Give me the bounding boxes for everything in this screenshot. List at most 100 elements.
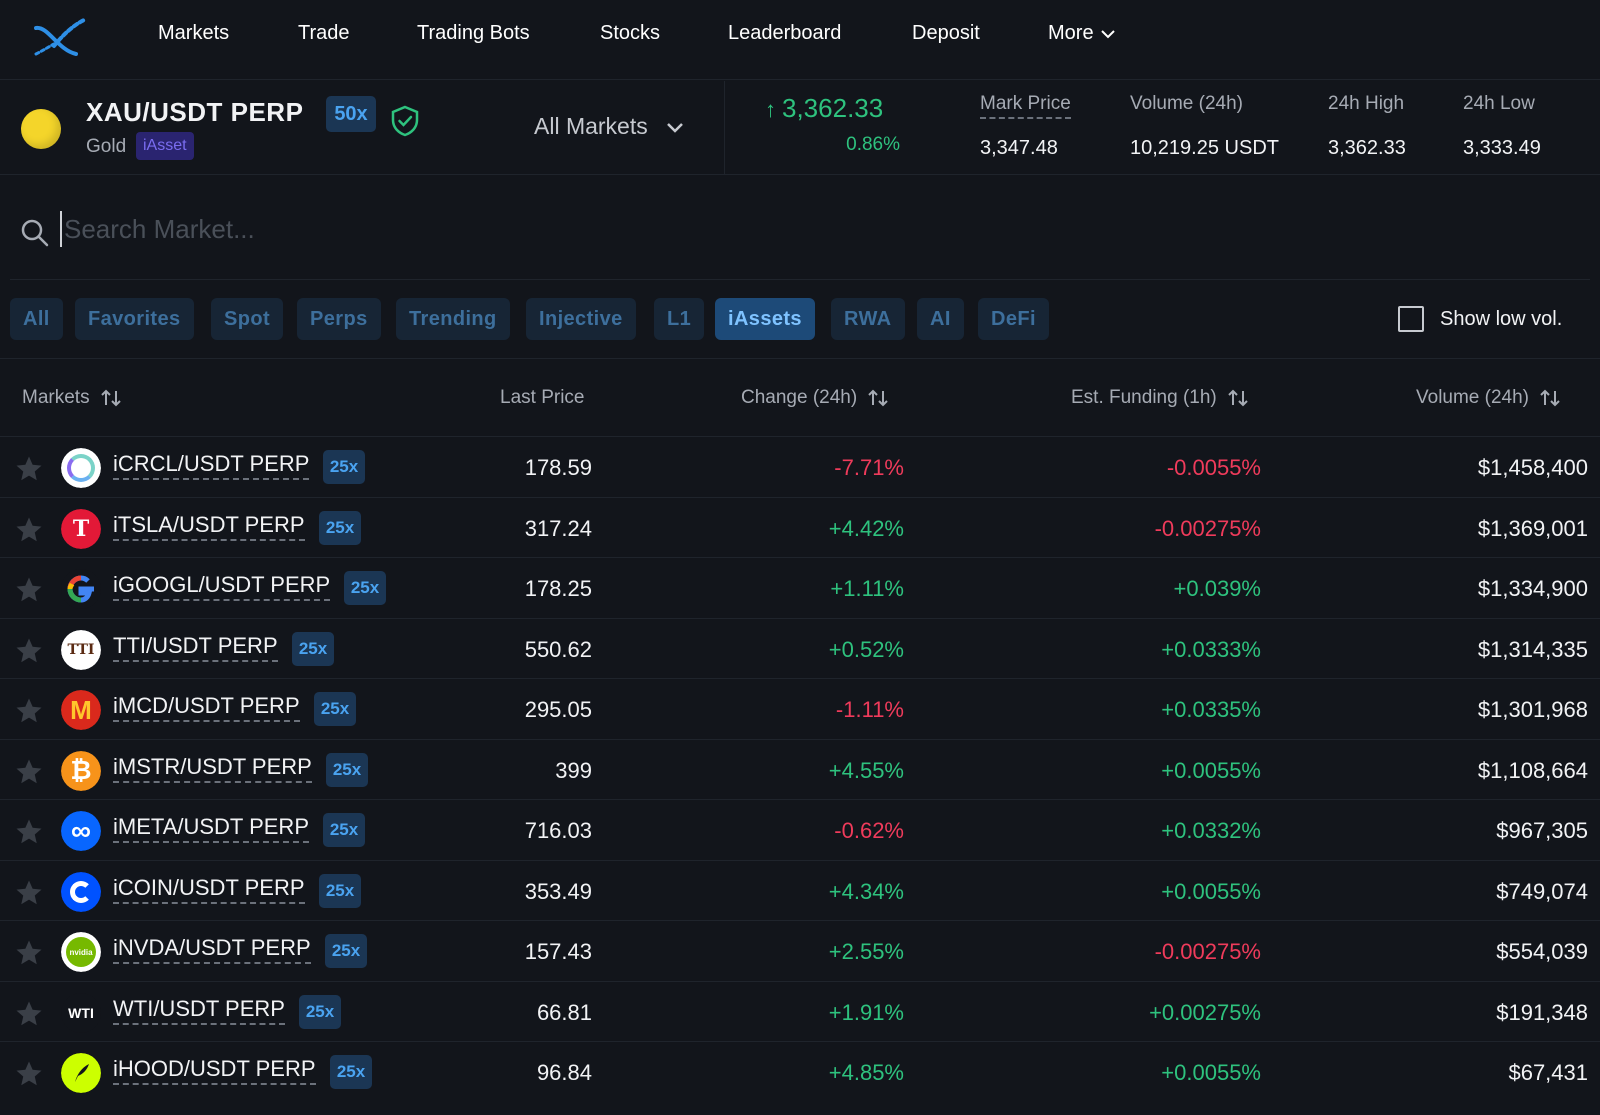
funding-cell: +0.0055% bbox=[1161, 757, 1261, 783]
col-volume[interactable]: Volume (24h) bbox=[1416, 387, 1561, 409]
divider bbox=[0, 358, 1600, 359]
funding-cell: +0.0055% bbox=[1161, 878, 1261, 904]
chevron-down-icon bbox=[666, 123, 683, 133]
sort-icon bbox=[868, 389, 888, 407]
divider bbox=[10, 279, 1590, 280]
sort-icon bbox=[100, 389, 121, 407]
market-name[interactable]: TTI/USDT PERP bbox=[113, 633, 278, 662]
volume-cell: $1,369,001 bbox=[1477, 515, 1588, 541]
filter-defi[interactable]: DeFi bbox=[978, 298, 1049, 340]
table-row[interactable]: nvidia iNVDA/USDT PERP 25x 157.43 +2.55%… bbox=[0, 920, 1600, 982]
market-name[interactable]: iMCD/USDT PERP bbox=[113, 693, 300, 722]
last-price-cell: 157.43 bbox=[524, 939, 592, 964]
col-markets[interactable]: Markets bbox=[22, 387, 122, 409]
show-low-vol-checkbox[interactable] bbox=[1398, 306, 1424, 332]
star-icon[interactable] bbox=[14, 817, 44, 847]
col-funding[interactable]: Est. Funding (1h) bbox=[1071, 387, 1249, 409]
market-asset-name: Gold bbox=[86, 136, 127, 157]
market-name[interactable]: iMETA/USDT PERP bbox=[113, 814, 309, 843]
all-markets-dropdown[interactable]: All Markets bbox=[534, 113, 684, 140]
star-icon[interactable] bbox=[14, 878, 44, 908]
tti-icon: TTI bbox=[61, 629, 101, 670]
filter-trending[interactable]: Trending bbox=[396, 298, 510, 340]
market-name[interactable]: iHOOD/USDT PERP bbox=[113, 1056, 316, 1085]
market-name[interactable]: WTI/USDT PERP bbox=[113, 996, 285, 1025]
table-row[interactable]: iGOOGL/USDT PERP 25x 178.25 +1.11% +0.03… bbox=[0, 557, 1600, 619]
table-row[interactable]: iCOIN/USDT PERP 25x 353.49 +4.34% +0.005… bbox=[0, 859, 1600, 922]
last-price-cell: 66.81 bbox=[536, 999, 592, 1025]
mcdonalds-icon: M bbox=[61, 690, 101, 730]
filter-spot[interactable]: Spot bbox=[211, 298, 284, 340]
high-value: 3,362.33 bbox=[1328, 137, 1406, 159]
header-divider bbox=[724, 81, 725, 175]
filter-l1[interactable]: L1 bbox=[654, 298, 705, 340]
nav-deposit[interactable]: Deposit bbox=[912, 22, 980, 44]
leverage-badge: 25x bbox=[326, 752, 368, 787]
star-icon[interactable] bbox=[14, 1059, 44, 1089]
nav-more[interactable]: More bbox=[1048, 22, 1116, 45]
meta-icon: ∞ bbox=[61, 811, 101, 851]
table-row[interactable]: ∞ iMETA/USDT PERP 25x 716.03 -0.62% +0.0… bbox=[0, 799, 1600, 861]
nav-more-label: More bbox=[1048, 22, 1094, 44]
all-markets-label: All Markets bbox=[534, 113, 648, 139]
change-cell: +0.52% bbox=[828, 636, 904, 662]
table-row[interactable]: T iTSLA/USDT PERP 25x 317.24 +4.42% -0.0… bbox=[0, 496, 1600, 559]
market-name[interactable]: iGOOGL/USDT PERP bbox=[113, 572, 331, 601]
nav-trading-bots[interactable]: Trading Bots bbox=[417, 22, 530, 44]
market-name[interactable]: iTSLA/USDT PERP bbox=[113, 512, 305, 541]
leverage-badge: 25x bbox=[325, 934, 367, 968]
star-icon[interactable] bbox=[14, 575, 44, 605]
bitcoin-icon: ₿ bbox=[61, 750, 101, 791]
market-name[interactable]: iCRCL/USDT PERP bbox=[113, 451, 310, 480]
last-price-cell: 399 bbox=[555, 757, 592, 783]
logo-icon[interactable] bbox=[34, 16, 88, 58]
filter-iassets[interactable]: iAssets bbox=[715, 298, 815, 340]
table-row[interactable]: ₿ iMSTR/USDT PERP 25x 399 +4.55% +0.0055… bbox=[0, 738, 1600, 801]
sort-icon bbox=[1540, 389, 1560, 407]
nav-stocks[interactable]: Stocks bbox=[600, 22, 661, 44]
market-name[interactable]: iNVDA/USDT PERP bbox=[113, 935, 311, 964]
star-icon[interactable] bbox=[14, 454, 44, 484]
filter-rwa[interactable]: RWA bbox=[831, 298, 905, 340]
star-icon[interactable] bbox=[14, 636, 44, 666]
change-cell: +1.91% bbox=[828, 999, 904, 1025]
col-change[interactable]: Change (24h) bbox=[741, 387, 889, 409]
filter-favorites[interactable]: Favorites bbox=[75, 298, 194, 340]
last-price-cell: 317.24 bbox=[524, 515, 592, 541]
nav-leaderboard[interactable]: Leaderboard bbox=[728, 22, 842, 44]
nav-trade[interactable]: Trade bbox=[298, 22, 350, 44]
filter-ai[interactable]: AI bbox=[917, 298, 964, 340]
shield-check-icon[interactable] bbox=[390, 105, 420, 137]
star-icon[interactable] bbox=[14, 999, 44, 1029]
star-icon[interactable] bbox=[14, 757, 44, 787]
funding-cell: +0.00275% bbox=[1149, 999, 1261, 1025]
star-icon[interactable] bbox=[14, 696, 44, 726]
table-row[interactable]: M iMCD/USDT PERP 25x 295.05 -1.11% +0.03… bbox=[0, 678, 1600, 740]
leverage-badge: 25x bbox=[314, 692, 356, 726]
volume-cell: $67,431 bbox=[1508, 1060, 1588, 1085]
table-row[interactable]: iCRCL/USDT PERP 25x 178.59 -7.71% -0.005… bbox=[0, 436, 1600, 498]
filter-perps[interactable]: Perps bbox=[297, 298, 381, 340]
star-icon[interactable] bbox=[14, 515, 44, 545]
funding-cell: +0.0335% bbox=[1161, 697, 1261, 722]
table-row[interactable]: iHOOD/USDT PERP 25x 96.84 +4.85% +0.0055… bbox=[0, 1041, 1600, 1103]
change-cell: +1.11% bbox=[830, 576, 904, 601]
table-row[interactable]: TTI TTI/USDT PERP 25x 550.62 +0.52% +0.0… bbox=[0, 617, 1600, 680]
market-name[interactable]: iMSTR/USDT PERP bbox=[113, 754, 312, 783]
search-input[interactable] bbox=[60, 211, 960, 247]
table-row[interactable]: WTI WTI/USDT PERP 25x 66.81 +1.91% +0.00… bbox=[0, 980, 1600, 1043]
market-name[interactable]: iCOIN/USDT PERP bbox=[113, 875, 305, 904]
change-cell: +2.55% bbox=[828, 939, 904, 964]
leverage-badge: 50x bbox=[326, 96, 376, 132]
volume-value: 10,219.25 USDT bbox=[1130, 137, 1279, 159]
col-last-price[interactable]: Last Price bbox=[500, 387, 585, 408]
volume-cell: $1,108,664 bbox=[1477, 757, 1588, 783]
filter-all[interactable]: All bbox=[10, 298, 63, 340]
nav-markets[interactable]: Markets bbox=[158, 22, 230, 44]
volume-cell: $554,039 bbox=[1496, 939, 1588, 964]
low-value: 3,333.49 bbox=[1463, 137, 1541, 159]
last-price-cell: 178.25 bbox=[524, 576, 592, 601]
star-icon[interactable] bbox=[14, 938, 44, 968]
filter-injective[interactable]: Injective bbox=[526, 298, 636, 340]
mark-price-label[interactable]: Mark Price bbox=[980, 93, 1071, 119]
